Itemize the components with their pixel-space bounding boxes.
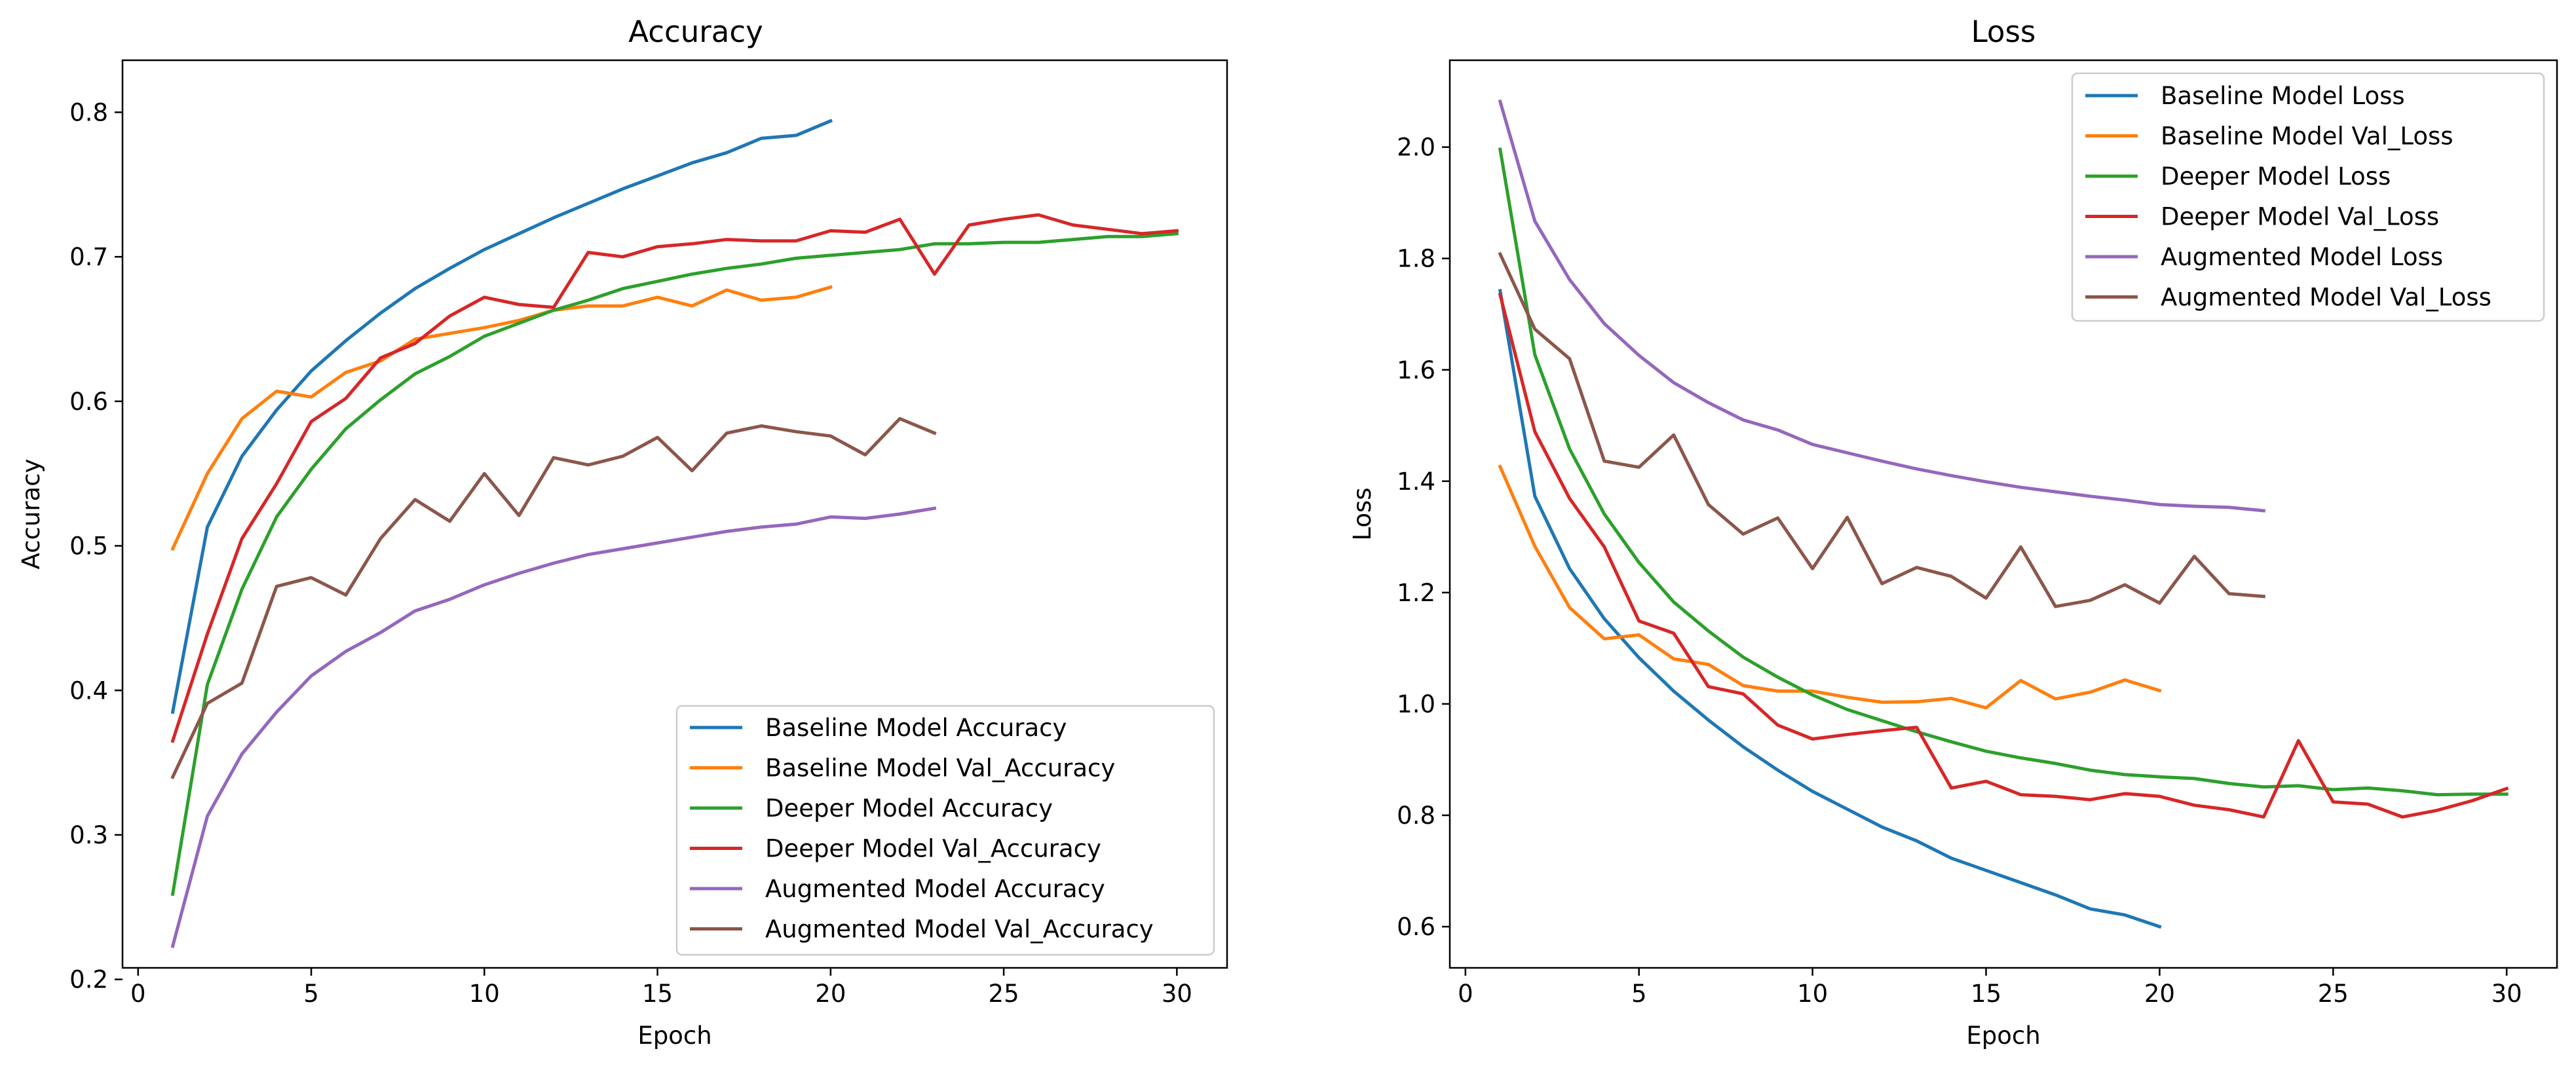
loss-y-tick-label: 1.6	[1397, 356, 1435, 384]
loss-legend-box	[2071, 72, 2545, 322]
loss-x-tick-label: 5	[1631, 980, 1647, 1008]
loss-series-line-1	[1498, 289, 2162, 929]
loss-y-tick-label: 2.0	[1397, 134, 1435, 162]
loss-chart-title: Loss	[1971, 14, 2036, 49]
loss-legend-label: Baseline Model Val_Loss	[2161, 122, 2453, 151]
accuracy-x-ticks: 0 5 10 15 20 25 30	[130, 968, 1192, 1008]
loss-x-tick-label: 25	[2318, 980, 2349, 1008]
loss-chart: Loss 0 5 10 15 20 25 30 0.6 0.8 1.0 1.2 1.4 1.6 1.8 2…	[1348, 14, 2558, 1050]
accuracy-plot-area	[121, 59, 1228, 969]
accuracy-x-tick-label: 20	[815, 980, 846, 1008]
accuracy-legend-label: Baseline Model Accuracy	[765, 714, 1067, 742]
loss-y-tick-label: 0.8	[1397, 802, 1435, 830]
loss-x-tick-label: 0	[1458, 980, 1473, 1008]
loss-legend-label: Augmented Model Loss	[2161, 243, 2443, 271]
accuracy-x-tick-label: 30	[1162, 980, 1192, 1008]
loss-series-lines	[1498, 99, 2509, 929]
loss-axes-frame	[1449, 59, 2558, 969]
loss-x-tick-label: 10	[1797, 980, 1828, 1008]
loss-plot-area	[1449, 59, 2558, 969]
accuracy-legend-label: Augmented Model Val_Accuracy	[765, 915, 1154, 944]
accuracy-legend-label: Deeper Model Accuracy	[765, 794, 1053, 822]
accuracy-legend-entries: Baseline Model Accuracy Baseline Model Va…	[690, 714, 1154, 944]
loss-series-line-4	[1498, 292, 2509, 819]
accuracy-x-tick-label: 0	[130, 980, 146, 1008]
loss-x-ticks: 0 5 10 15 20 25 30	[1458, 968, 2522, 1008]
loss-y-tick-label: 1.8	[1397, 245, 1435, 273]
loss-x-tick-label: 20	[2144, 980, 2175, 1008]
accuracy-series-line-1	[170, 119, 833, 714]
accuracy-y-axis-label: Accuracy	[17, 459, 45, 570]
accuracy-y-tick-label: 0.2	[69, 966, 108, 994]
loss-series-line-2	[1498, 464, 2162, 710]
accuracy-legend-label: Deeper Model Val_Accuracy	[765, 835, 1101, 863]
loss-y-tick-label: 1.0	[1397, 690, 1435, 718]
accuracy-chart-title: Accuracy	[628, 14, 763, 49]
loss-legend-label: Deeper Model Loss	[2161, 162, 2391, 191]
loss-y-ticks: 0.6 0.8 1.0 1.2 1.4 1.6 1.8 2.0	[1397, 134, 1450, 941]
accuracy-x-tick-label: 15	[642, 980, 673, 1008]
accuracy-series-line-4	[170, 213, 1179, 743]
loss-x-axis-label: Epoch	[1966, 1022, 2040, 1050]
loss-legend-label: Augmented Model Val_Loss	[2161, 284, 2491, 312]
accuracy-x-tick-label: 10	[469, 980, 500, 1008]
loss-y-axis-label: Loss	[1348, 487, 1376, 540]
accuracy-chart: Accuracy 0 5 10 15 20 25 30 0.2 0.3 0.4 0.5 0.6 0.7…	[17, 14, 1228, 1050]
accuracy-y-ticks: 0.2 0.3 0.4 0.5 0.6 0.7 0.8	[69, 98, 123, 994]
accuracy-series-lines	[170, 119, 1179, 948]
accuracy-series-line-5	[170, 506, 937, 948]
loss-legend-entries: Baseline Model Loss Baseline Model Val_Lo…	[2085, 82, 2491, 312]
loss-legend-label: Baseline Model Loss	[2161, 82, 2405, 110]
accuracy-legend-box	[675, 705, 1215, 956]
accuracy-series-line-2	[170, 285, 833, 551]
accuracy-y-tick-label: 0.5	[69, 532, 108, 561]
loss-series-line-5	[1498, 99, 2266, 513]
accuracy-x-axis-label: Epoch	[637, 1022, 711, 1050]
loss-x-tick-label: 30	[2491, 980, 2522, 1008]
loss-series-line-3	[1498, 147, 2509, 797]
accuracy-x-tick-label: 25	[989, 980, 1019, 1008]
loss-legend-label: Deeper Model Val_Loss	[2161, 203, 2439, 231]
accuracy-x-tick-label: 5	[303, 980, 319, 1008]
loss-x-tick-label: 15	[1971, 980, 2001, 1008]
accuracy-y-tick-label: 0.6	[69, 388, 108, 416]
loss-legend: Baseline Model Loss Baseline Model Val_Lo…	[2071, 72, 2545, 322]
loss-y-tick-label: 0.6	[1397, 913, 1435, 941]
loss-y-tick-label: 1.2	[1397, 579, 1435, 607]
accuracy-y-tick-label: 0.8	[69, 98, 108, 126]
accuracy-y-tick-label: 0.3	[69, 821, 108, 849]
loss-y-tick-label: 1.4	[1397, 468, 1435, 496]
accuracy-legend-label: Baseline Model Val_Accuracy	[765, 754, 1115, 783]
accuracy-legend: Baseline Model Accuracy Baseline Model Va…	[675, 705, 1215, 956]
accuracy-axes-frame	[121, 59, 1228, 969]
accuracy-legend-label: Augmented Model Accuracy	[765, 875, 1105, 903]
accuracy-series-line-3	[170, 232, 1179, 896]
loss-series-line-6	[1498, 251, 2265, 608]
accuracy-y-tick-label: 0.4	[69, 676, 108, 705]
accuracy-y-tick-label: 0.7	[69, 243, 108, 271]
accuracy-series-line-6	[170, 416, 937, 780]
